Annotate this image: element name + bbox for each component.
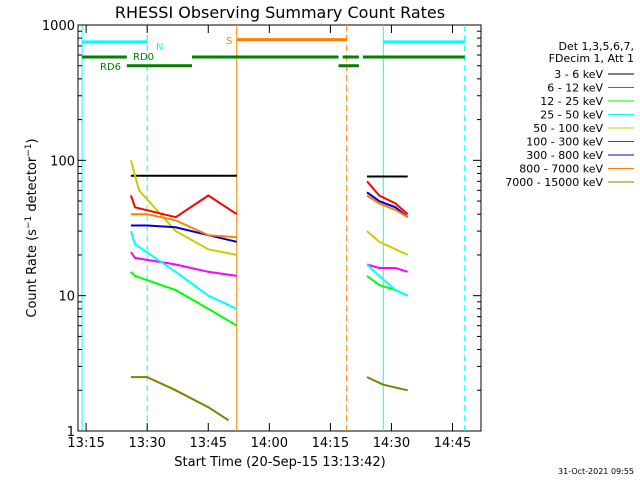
series-line-7-0 (130, 213, 237, 239)
x-axis-label: Start Time (20-Sep-15 13:13:42) (174, 455, 385, 470)
annotation-label-rd6: RD6 (100, 62, 121, 73)
footer-date: 31-Oct-2021 09:55 (558, 467, 634, 476)
x-tick-label-0: 13:15 (67, 436, 104, 451)
series-line-5-1 (366, 180, 409, 215)
series-line-3-0 (129, 230, 238, 310)
y-axis-label: Count Rate (s−1 detector−1) (24, 138, 40, 317)
annotation-label-rd0: RD0 (133, 52, 154, 63)
y-tick-label-0: 1 (67, 425, 75, 440)
legend-label-1: 6 - 12 keV (547, 82, 603, 95)
series-line-6-1 (366, 191, 409, 218)
legend-header-line-2: FDecim 1, Att 1 (549, 52, 634, 65)
annotation-layer (81, 25, 466, 431)
series-line-7-1 (366, 194, 409, 219)
legend-label-0: 3 - 6 keV (554, 68, 603, 81)
y-axis-label-exp2: −1 (24, 143, 34, 156)
series-line-4-0 (129, 160, 237, 256)
x-tick-label-6: 14:45 (434, 436, 471, 451)
series-line-2-0 (130, 271, 238, 327)
y-axis-label-suffix: ) (25, 138, 40, 143)
chart-title: RHESSI Observing Summary Count Rates (115, 3, 445, 22)
x-tick-label-5: 14:30 (373, 436, 410, 451)
x-tick-label-4: 14:15 (312, 436, 349, 451)
series-line-8-1 (366, 376, 408, 392)
legend-label-2: 12 - 25 keV (540, 95, 603, 108)
y-axis-label-prefix: Count Rate (s (25, 229, 40, 318)
series-line-1-0 (130, 251, 237, 277)
y-axis-label-mid: detector (25, 156, 40, 216)
x-tick-label-1: 13:30 (128, 436, 165, 451)
legend-label-8: 7000 - 15000 keV (505, 176, 603, 189)
legend: Det 1,3,5,6,7, FDecim 1, Att 1 3 - 6 keV… (505, 40, 634, 189)
legend-label-5: 100 - 300 keV (526, 136, 603, 149)
series-line-5-0 (129, 194, 238, 219)
series-line-4-1 (366, 230, 409, 256)
annotation-label-n: N (156, 42, 163, 53)
axes-layer: 13:15 13:30 13:45 14:00 14:15 14:30 14:45 1 10 10… (42, 19, 481, 451)
series-line-1-1 (366, 263, 408, 273)
series-line-8-0 (130, 376, 230, 422)
series-line-3-1 (366, 263, 409, 297)
plot-frame (77, 24, 482, 432)
y-tick-label-3: 1000 (42, 19, 75, 34)
x-tick-label-3: 14:00 (251, 436, 288, 451)
annotation-label-s: S (226, 36, 232, 47)
legend-label-4: 50 - 100 keV (533, 122, 603, 135)
legend-label-7: 800 - 7000 keV (519, 163, 603, 176)
legend-header-line-1: Det 1,3,5,6,7, (558, 40, 634, 53)
legend-label-3: 25 - 50 keV (540, 109, 603, 122)
y-tick-label-1: 10 (58, 290, 75, 305)
x-tick-label-2: 13:45 (190, 436, 227, 451)
series-layer (129, 160, 409, 422)
y-tick-label-2: 100 (50, 154, 75, 169)
legend-label-6: 300 - 800 keV (526, 149, 603, 162)
series-line-6-0 (130, 224, 238, 243)
y-axis-label-exp1: −1 (24, 216, 34, 229)
